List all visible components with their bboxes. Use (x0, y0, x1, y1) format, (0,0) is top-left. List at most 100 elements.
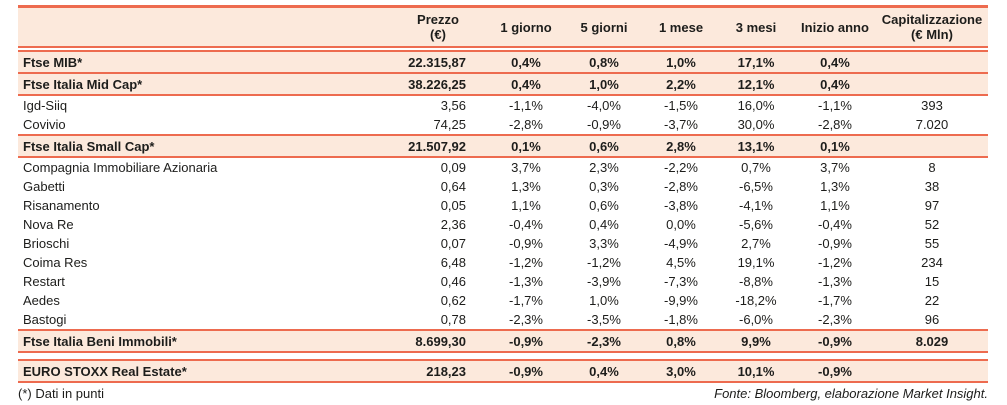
cell-3months: 2,7% (741, 236, 771, 251)
cell-price: 21.507,92 (388, 134, 488, 158)
cell-1month: 2,8% (644, 134, 718, 158)
cell-3months: 9,9% (718, 329, 794, 353)
cell-capitalization: 52 (924, 217, 940, 232)
cell-name: Restart (23, 274, 65, 289)
cell-1day: -1,3% (509, 274, 543, 289)
cell-1month: -7,3% (664, 274, 698, 289)
cell-3months: -6,0% (739, 312, 773, 327)
cell-1day: 1,1% (511, 198, 541, 213)
column-label: 5 giorni (580, 19, 628, 35)
cell-name: Igd-Siiq (23, 98, 68, 113)
cell-capitalization (876, 359, 988, 383)
cell-1day: -1,2% (509, 255, 543, 270)
cell-1month: -1,5% (664, 98, 698, 113)
cell-capitalization: 38 (924, 179, 940, 194)
header-gap-row (18, 48, 988, 50)
cell-3months: -18,2% (735, 293, 777, 308)
cell-ytd: 1,1% (820, 198, 850, 213)
cell-ytd: -1,2% (818, 255, 852, 270)
table-row: Covivio 74,25 -2,8% -0,9% -3,7% 30,0% -2… (18, 115, 988, 134)
cell-name: Ftse Italia Beni Immobili* (18, 329, 388, 353)
cell-1month: -3,7% (664, 117, 698, 132)
cell-5days: -3,9% (587, 274, 621, 289)
cell-3months: 12,1% (718, 74, 794, 96)
cell-capitalization: 22 (924, 293, 940, 308)
table-row: Ftse Italia Mid Cap* 38.226,25 0,4% 1,0%… (18, 74, 988, 96)
cell-ytd: -0,9% (794, 329, 876, 353)
cell-price: 0,64 (440, 179, 466, 194)
cell-ytd: -2,3% (818, 312, 852, 327)
column-header-capitalization: Capitalizzazione (€ Mln) (876, 5, 988, 48)
cell-ytd: 0,4% (794, 74, 876, 96)
column-header-5days: 5 giorni (564, 5, 644, 48)
cell-1day: -0,9% (488, 359, 564, 383)
table-header-row: Prezzo (€) 1 giorno 5 giorni 1 mese 3 me… (18, 5, 988, 48)
cell-capitalization: 8.029 (876, 329, 988, 353)
table-row: Aedes 0,62 -1,7% 1,0% -9,9% -18,2% -1,7%… (18, 291, 988, 310)
cell-1month: -3,8% (664, 198, 698, 213)
cell-ytd: 3,7% (820, 160, 850, 175)
cell-1month: -1,8% (664, 312, 698, 327)
column-header-3months: 3 mesi (718, 5, 794, 48)
cell-1month: 0,0% (666, 217, 696, 232)
footnote: (*) Dati in punti (18, 386, 104, 401)
column-sublabel: (€) (430, 27, 446, 42)
cell-capitalization: 96 (924, 312, 940, 327)
cell-ytd: -1,3% (818, 274, 852, 289)
cell-1month: -2,2% (664, 160, 698, 175)
column-label: 1 giorno (500, 19, 552, 35)
cell-capitalization (876, 134, 988, 158)
cell-name: Coima Res (23, 255, 88, 270)
cell-name: Nova Re (23, 217, 74, 232)
cell-5days: 0,4% (589, 217, 619, 232)
cell-name: Ftse Italia Mid Cap* (18, 74, 388, 96)
cell-name: Risanamento (23, 198, 100, 213)
cell-1day: -0,9% (488, 329, 564, 353)
cell-ytd: 0,4% (794, 50, 876, 74)
column-header-price: Prezzo (€) (388, 5, 488, 48)
cell-capitalization: 7.020 (915, 117, 949, 132)
cell-5days: 2,3% (589, 160, 619, 175)
cell-1day: 3,7% (511, 160, 541, 175)
cell-1month: -2,8% (664, 179, 698, 194)
cell-1day: -1,7% (509, 293, 543, 308)
cell-price: 2,36 (440, 217, 466, 232)
cell-3months: 13,1% (718, 134, 794, 158)
table-row: Nova Re 2,36 -0,4% 0,4% 0,0% -5,6% -0,4%… (18, 215, 988, 234)
cell-1month: 1,0% (644, 50, 718, 74)
column-header-ytd: Inizio anno (794, 5, 876, 48)
column-header-1month: 1 mese (644, 5, 718, 48)
cell-3months: -8,8% (739, 274, 773, 289)
cell-5days: 3,3% (589, 236, 619, 251)
column-header-1day: 1 giorno (488, 5, 564, 48)
cell-price: 38.226,25 (388, 74, 488, 96)
cell-1day: -2,8% (509, 117, 543, 132)
cell-capitalization (876, 50, 988, 74)
cell-capitalization: 8 (928, 160, 936, 175)
cell-name: Aedes (23, 293, 60, 308)
cell-3months: 17,1% (718, 50, 794, 74)
cell-name: Gabetti (23, 179, 65, 194)
cell-name: Brioschi (23, 236, 70, 251)
cell-3months: -5,6% (739, 217, 773, 232)
column-label: 3 mesi (735, 19, 777, 35)
column-label: Inizio anno (801, 19, 869, 35)
cell-price: 22.315,87 (388, 50, 488, 74)
cell-ytd: -2,8% (818, 117, 852, 132)
cell-price: 0,62 (440, 293, 466, 308)
cell-capitalization: 15 (924, 274, 940, 289)
cell-3months: 0,7% (741, 160, 771, 175)
cell-price: 0,07 (440, 236, 466, 251)
cell-1month: 3,0% (644, 359, 718, 383)
cell-5days: -0,9% (587, 117, 621, 132)
table-row: Coima Res 6,48 -1,2% -1,2% 4,5% 19,1% -1… (18, 253, 988, 272)
column-label: Capitalizzazione (881, 12, 983, 27)
cell-5days: -4,0% (587, 98, 621, 113)
table-row: Ftse Italia Beni Immobili* 8.699,30 -0,9… (18, 329, 988, 353)
cell-3months: 19,1% (737, 255, 775, 270)
cell-1day: -1,1% (509, 98, 543, 113)
cell-price: 0,46 (440, 274, 466, 289)
cell-5days: 0,3% (589, 179, 619, 194)
cell-ytd: 0,1% (794, 134, 876, 158)
table-row: EURO STOXX Real Estate* 218,23 -0,9% 0,4… (18, 359, 988, 383)
